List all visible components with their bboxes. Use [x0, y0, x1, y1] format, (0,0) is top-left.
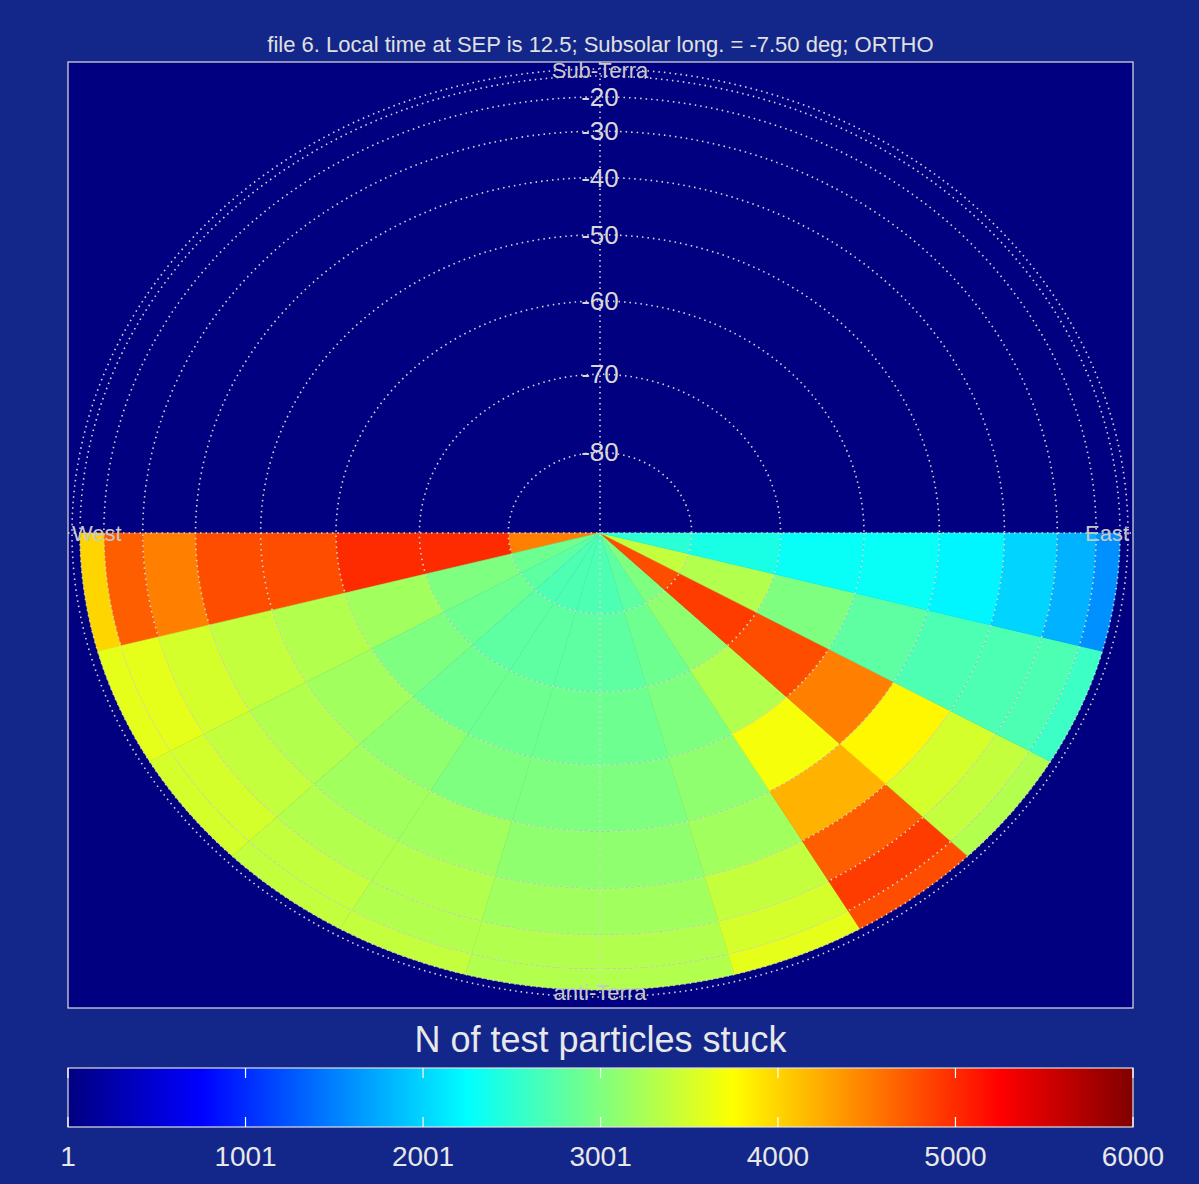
- latitude-label: -20: [581, 82, 619, 112]
- colorbar-tick: [955, 1068, 956, 1078]
- colorbar-tick-label: 2001: [392, 1141, 454, 1172]
- colorbar-title: N of test particles stuck: [414, 1019, 787, 1060]
- heat-cell: [232, 841, 352, 928]
- heat-cell: [98, 646, 171, 762]
- heat-cell: [495, 821, 600, 888]
- latitude-circle: [72, 69, 1128, 997]
- heat-cell: [774, 533, 864, 593]
- colorbar-tick: [422, 1068, 423, 1078]
- heat-cell: [532, 686, 600, 765]
- latitude-circle: [419, 374, 780, 691]
- colorbar-tick: [67, 1068, 68, 1078]
- colorbar-tick-label: 1: [60, 1141, 76, 1172]
- colorbar-tick-label: 3001: [569, 1141, 631, 1172]
- heat-cell: [928, 533, 1005, 625]
- figure: -20 -30 -40 -50 -60 -70 -80 Sub-Terra anti-Terra…: [0, 0, 1199, 1184]
- colorbar-tick: [600, 1068, 601, 1078]
- heat-cell: [728, 911, 860, 975]
- colorbar-tick: [245, 1068, 246, 1078]
- latitude-circle: [143, 131, 1058, 935]
- colorbar-tick: [777, 1117, 778, 1127]
- colorbar-tick: [777, 1068, 778, 1078]
- colorbar-tick: [67, 1117, 68, 1127]
- heat-cell: [512, 757, 600, 831]
- colorbar-tick-label: 4000: [747, 1141, 809, 1172]
- heat-cell: [576, 533, 600, 614]
- colorbar: [68, 1068, 1133, 1127]
- latitude-label: -80: [581, 437, 619, 467]
- latitude-label: -40: [581, 163, 619, 193]
- latitude-label: -70: [581, 359, 619, 389]
- colorbar-tick: [1132, 1117, 1133, 1127]
- direction-label: Sub-Terra: [552, 58, 649, 83]
- axis-line: [599, 62, 601, 997]
- heat-cell: [600, 533, 692, 554]
- latitude-label: -30: [581, 116, 619, 146]
- colorbar-tick: [245, 1117, 246, 1127]
- heat-cell: [689, 533, 781, 574]
- latitude-circle: [261, 235, 940, 832]
- colorbar-tick-label: 5000: [924, 1141, 986, 1172]
- colorbar-tick: [422, 1117, 423, 1127]
- heat-cell: [80, 533, 121, 651]
- colorbar-tick-label: 1001: [214, 1141, 276, 1172]
- colorbar-tick: [955, 1117, 956, 1127]
- direction-label: anti-Terra: [554, 980, 648, 1005]
- heat-cell: [150, 751, 249, 856]
- title: file 6. Local time at SEP is 12.5; Subso…: [267, 32, 933, 57]
- heat-cell: [340, 911, 472, 975]
- heat-cell: [1030, 646, 1103, 762]
- heat-cell: [553, 611, 600, 692]
- colorbar-tick-label: 6000: [1102, 1141, 1164, 1172]
- axis-line: [68, 532, 1133, 534]
- heat-cell: [196, 533, 273, 625]
- plot-frame: [68, 62, 1133, 1008]
- direction-label: West: [72, 521, 122, 546]
- colorbar-tick: [600, 1117, 601, 1127]
- direction-label: East: [1085, 521, 1129, 546]
- latitude-label: -60: [581, 286, 619, 316]
- heat-cell: [1079, 533, 1120, 651]
- heat-cell: [848, 841, 968, 928]
- latitude-label: -50: [581, 220, 619, 250]
- heat-cell: [855, 533, 939, 610]
- latitude-circle: [80, 76, 1120, 990]
- heat-cell: [951, 751, 1050, 856]
- plot-background: [68, 62, 1133, 1008]
- colorbar-tick: [1132, 1068, 1133, 1078]
- graticule: [68, 62, 1133, 997]
